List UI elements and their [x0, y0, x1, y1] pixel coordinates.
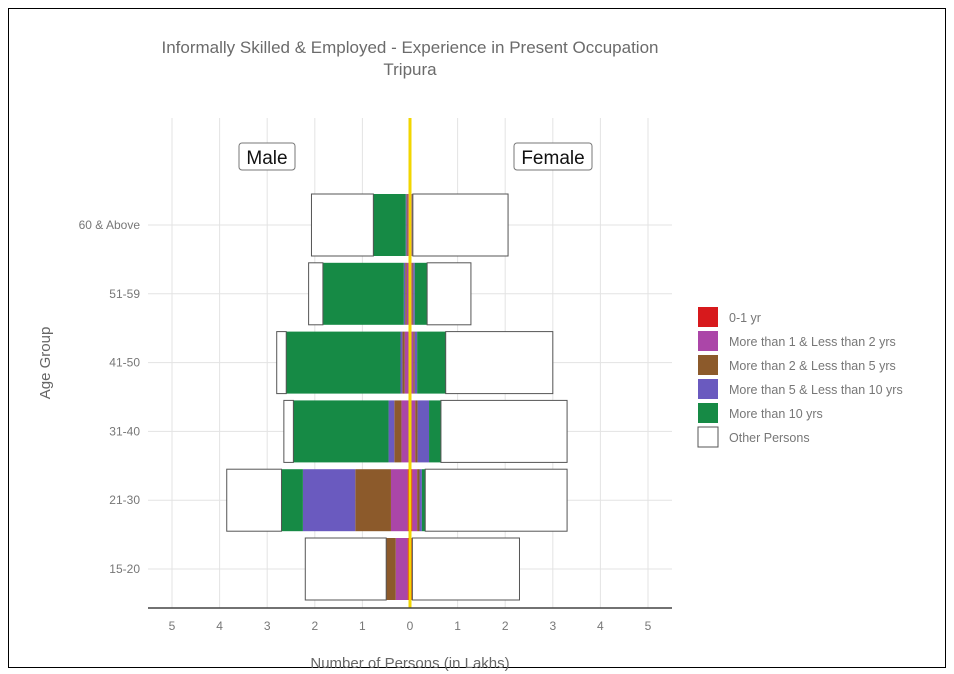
bar-segment [281, 469, 303, 532]
bar-segment [417, 331, 446, 394]
bar-segment [413, 262, 415, 325]
bar-segment [406, 262, 410, 325]
bar-segment [286, 331, 401, 394]
y-tick-label: 15-20 [109, 562, 140, 576]
chart-title: Informally Skilled & Employed - Experien… [161, 38, 659, 57]
bar-segment [308, 262, 324, 326]
bar-segment [419, 469, 422, 532]
x-tick-label: 5 [169, 619, 176, 633]
bar-segment [395, 538, 408, 600]
bar-segment [410, 262, 413, 325]
x-tick-label: 1 [454, 619, 461, 633]
legend: 0-1 yr More than 1 & Less than 2 yrs More … [697, 307, 903, 448]
bar-segment [402, 331, 405, 394]
legend-label: More than 10 yrs [729, 407, 823, 421]
y-tick-label: 60 & Above [79, 218, 141, 232]
legend-swatch [697, 426, 719, 448]
bar-segment [283, 399, 294, 463]
legend-label: More than 1 & Less than 2 yrs [729, 335, 896, 349]
bar-segment [404, 331, 409, 394]
bar-segment [293, 400, 389, 463]
bars [226, 193, 568, 601]
chart-subtitle: Tripura [383, 60, 437, 79]
x-tick-label: 3 [549, 619, 556, 633]
x-axis-title: Number of Persons (in Lakhs) [310, 655, 509, 672]
bar-segment [417, 400, 430, 463]
y-tick-label: 41-50 [109, 356, 140, 370]
bar-segment [400, 331, 403, 394]
y-tick-label: 31-40 [109, 424, 140, 438]
bar-segment [322, 262, 404, 325]
bar-segment [424, 468, 568, 532]
bar-segment [304, 537, 387, 601]
bar-segment [415, 400, 418, 463]
bar-segment [302, 469, 356, 532]
bar-segment [421, 469, 426, 532]
x-tick-label: 3 [264, 619, 271, 633]
legend-label: More than 2 & Less than 5 yrs [729, 359, 896, 373]
legend-swatch [698, 307, 718, 327]
bar-segment [440, 399, 568, 463]
bar-segment [226, 468, 282, 532]
bar-segment [406, 194, 408, 256]
legend-label: Other Persons [729, 431, 810, 445]
bar-segment [310, 193, 374, 257]
bar-segment [414, 331, 418, 394]
axes: 5 4 3 2 1 0 1 2 3 4 5 15-20 21-30 31-40 41-50 51-59 60 &… [37, 118, 672, 672]
x-tick-label: 1 [359, 619, 366, 633]
bar-segment [412, 193, 509, 257]
x-tick-label: 4 [216, 619, 223, 633]
bar-segment [373, 194, 406, 256]
bar-segment [413, 331, 415, 394]
legend-label: 0-1 yr [729, 311, 761, 325]
y-tick-label: 51-59 [109, 287, 140, 301]
bar-segment [412, 262, 414, 325]
female-label: Female [521, 148, 584, 169]
bar-segment [405, 262, 407, 325]
bar-segment [390, 469, 408, 532]
female-label-box [513, 142, 593, 171]
bar-segment [411, 400, 416, 463]
bar-segment [412, 469, 418, 532]
bar-segment [355, 469, 391, 532]
legend-label: More than 5 & Less than 10 yrs [729, 383, 903, 397]
x-tick-label: 2 [311, 619, 318, 633]
y-tick-label: 21-30 [109, 493, 140, 507]
bar-segment [414, 262, 428, 325]
x-tick-label: 2 [502, 619, 509, 633]
bar-segment [407, 194, 410, 256]
y-axis-title: Age Group [37, 327, 54, 400]
legend-swatch [698, 379, 718, 399]
bar-segment [388, 400, 395, 463]
bar-segment [403, 262, 406, 325]
male-label: Male [246, 148, 287, 169]
bar-segment [429, 400, 441, 463]
legend-swatch [698, 355, 718, 375]
bar-segment [276, 331, 287, 395]
bar-segment [394, 400, 402, 463]
x-tick-label: 5 [645, 619, 652, 633]
male-label-box [238, 142, 296, 171]
bar-segment [417, 469, 420, 532]
bar-segment [426, 262, 472, 326]
bar-segment [386, 538, 396, 600]
legend-swatch [698, 331, 718, 351]
bar-segment [411, 331, 414, 394]
bar-segment [405, 194, 407, 256]
x-tick-label: 4 [597, 619, 604, 633]
x-tick-label: 0 [407, 619, 414, 633]
bar-segment [445, 331, 554, 395]
bar-segment [411, 537, 520, 601]
legend-swatch [698, 403, 718, 423]
bar-segment [401, 400, 409, 463]
